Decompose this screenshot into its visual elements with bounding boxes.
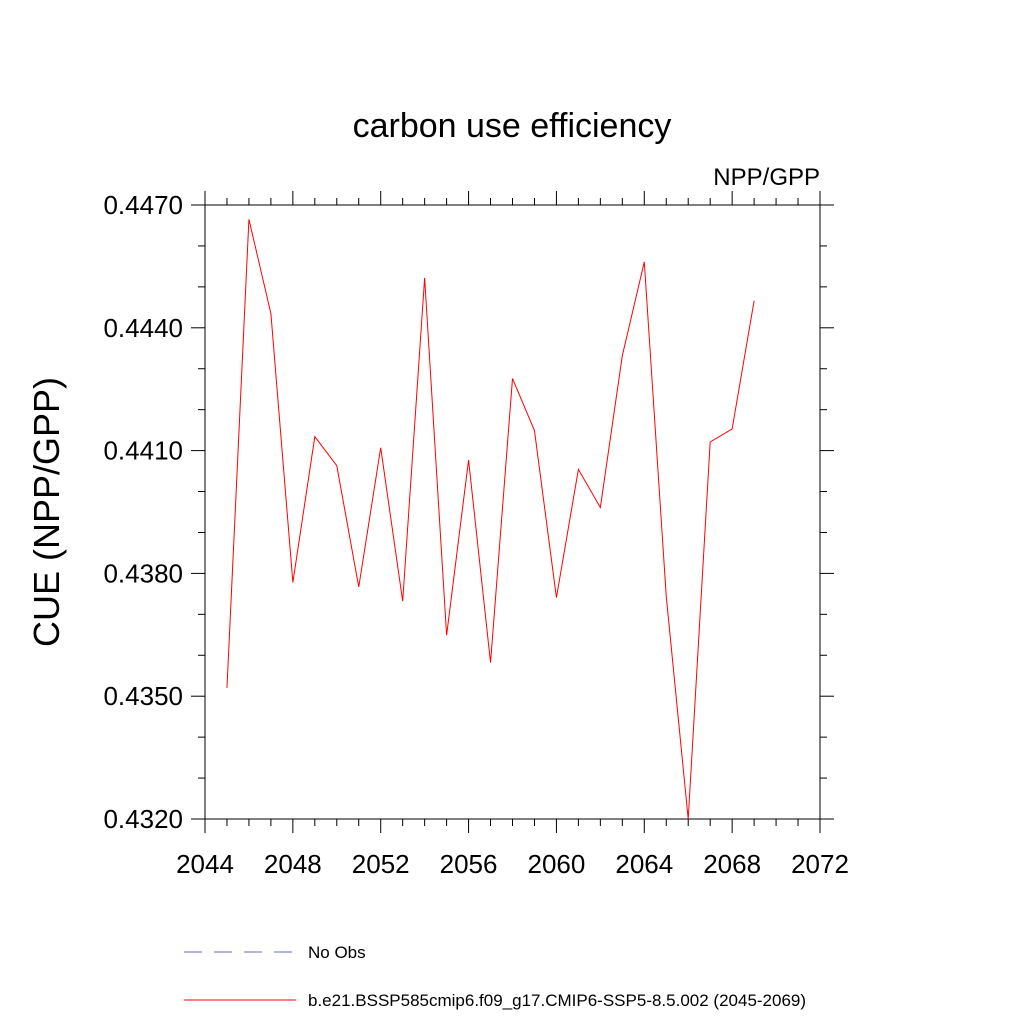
y-tick-label: 0.4380 xyxy=(103,558,183,588)
y-tick-label: 0.4440 xyxy=(103,313,183,343)
x-tick-label: 2044 xyxy=(176,849,234,879)
x-tick-label: 2064 xyxy=(615,849,673,879)
x-axis: 2044 2048 2052 2056 2060 2064 2068 2072 xyxy=(176,191,849,879)
x-tick-label: 2060 xyxy=(528,849,586,879)
chart-title: carbon use efficiency xyxy=(353,107,672,145)
x-tick-label: 2048 xyxy=(264,849,322,879)
legend-label: b.e21.BSSP585cmip6.f09_g17.CMIP6-SSP5-8.… xyxy=(308,991,806,1010)
chart-subtitle: NPP/GPP xyxy=(713,164,820,191)
y-tick-label: 0.4470 xyxy=(103,190,183,220)
x-tick-label: 2068 xyxy=(703,849,761,879)
y-axis-label: CUE (NPP/GPP) xyxy=(26,377,67,647)
plot-frame xyxy=(204,204,821,820)
x-tick-label: 2056 xyxy=(440,849,498,879)
y-tick-label: 0.4320 xyxy=(103,804,183,834)
y-axis: 0.4320 0.4350 0.4380 0.4410 0.4440 0.4470 xyxy=(103,190,834,834)
series-layer xyxy=(226,219,755,820)
series-line xyxy=(226,219,755,820)
y-tick-label: 0.4350 xyxy=(103,681,183,711)
legend: No Obs b.e21.BSSP585cmip6.f09_g17.CMIP6-S… xyxy=(184,943,806,1010)
x-tick-label: 2052 xyxy=(352,849,410,879)
legend-label: No Obs xyxy=(308,943,366,962)
y-tick-label: 0.4410 xyxy=(103,436,183,466)
x-tick-label: 2072 xyxy=(791,849,849,879)
